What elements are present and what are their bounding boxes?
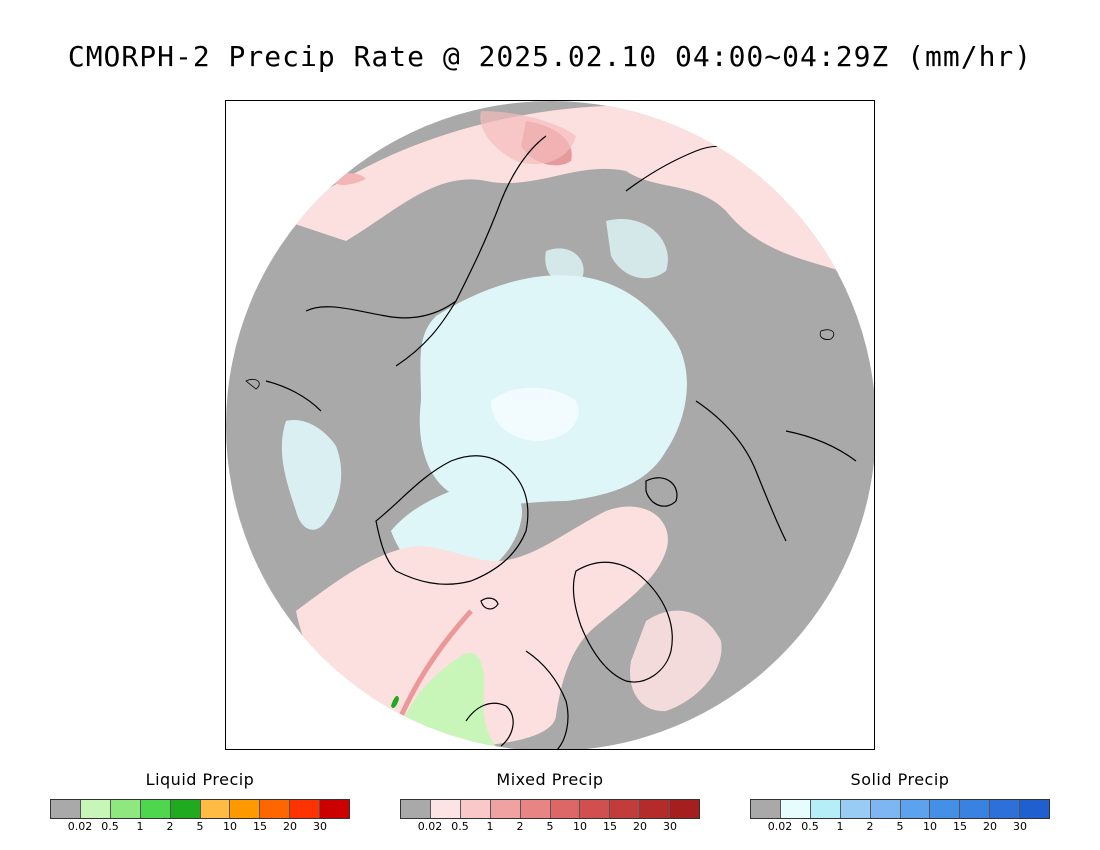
legend-swatch bbox=[580, 800, 611, 818]
legend-tick-label: 0.02 bbox=[417, 820, 443, 833]
atlantic-mixed-precip bbox=[296, 506, 668, 747]
arctic-snow-field bbox=[419, 275, 687, 505]
legend-swatch bbox=[610, 800, 641, 818]
legend-tick-label: 15 bbox=[253, 820, 267, 833]
legend-mixed-colorbar bbox=[400, 799, 700, 819]
legend-liquid: Liquid Precip 0.02 0.5 1 2 5 10 15 20 30 bbox=[50, 770, 350, 834]
legend-solid-colorbar bbox=[750, 799, 1050, 819]
legend-tick-label: 10 bbox=[573, 820, 587, 833]
legend-swatch bbox=[930, 800, 961, 818]
legend-swatch bbox=[230, 800, 261, 818]
legend-swatch bbox=[490, 800, 521, 818]
legend-swatch bbox=[900, 800, 931, 818]
legend-mixed-ticks: 0.02 0.5 1 2 5 10 15 20 30 bbox=[400, 820, 700, 834]
legend-swatch bbox=[520, 800, 551, 818]
legend-tick-label: 1 bbox=[836, 820, 844, 833]
legend-tick-label: 5 bbox=[546, 820, 554, 833]
legend-tick-label: 0.02 bbox=[767, 820, 793, 833]
legend-tick-label: 30 bbox=[313, 820, 327, 833]
legend-tick-label: 0.5 bbox=[801, 820, 819, 833]
legend-swatch bbox=[670, 800, 700, 818]
legend-swatch bbox=[810, 800, 841, 818]
legend-swatch bbox=[960, 800, 991, 818]
legend-swatch bbox=[260, 800, 291, 818]
legend-swatch bbox=[870, 800, 901, 818]
polar-precip-map bbox=[226, 101, 874, 749]
legend-tick-label: 10 bbox=[923, 820, 937, 833]
legend-swatch bbox=[430, 800, 461, 818]
legend-mixed-title: Mixed Precip bbox=[496, 770, 604, 789]
legend-tick-label: 1 bbox=[136, 820, 144, 833]
legend-swatch bbox=[640, 800, 671, 818]
legend-tick-label: 15 bbox=[603, 820, 617, 833]
legend-tick-label: 15 bbox=[953, 820, 967, 833]
legend-tick-label: 2 bbox=[166, 820, 174, 833]
legend-liquid-ticks: 0.02 0.5 1 2 5 10 15 20 30 bbox=[50, 820, 350, 834]
legend-mixed: Mixed Precip 0.02 0.5 1 2 5 10 15 20 30 bbox=[400, 770, 700, 834]
legend-swatch bbox=[80, 800, 111, 818]
legend-swatch bbox=[320, 800, 350, 818]
legend-tick-label: 30 bbox=[1013, 820, 1027, 833]
legend-liquid-colorbar bbox=[50, 799, 350, 819]
legend-swatch bbox=[1020, 800, 1050, 818]
legend-tick-label: 0.5 bbox=[101, 820, 119, 833]
lake-outlines bbox=[245, 329, 835, 390]
legend-swatch bbox=[840, 800, 871, 818]
siberia-snow-patches bbox=[545, 219, 668, 285]
legend-tick-label: 20 bbox=[283, 820, 297, 833]
legend-tick-label: 2 bbox=[516, 820, 524, 833]
legend-solid-ticks: 0.02 0.5 1 2 5 10 15 20 30 bbox=[750, 820, 1050, 834]
atlantic-liquid-heavy bbox=[391, 695, 399, 709]
legend-tick-label: 10 bbox=[223, 820, 237, 833]
legend-liquid-title: Liquid Precip bbox=[145, 770, 255, 789]
legend-swatch bbox=[110, 800, 141, 818]
legend-swatch bbox=[140, 800, 171, 818]
map-title: CMORPH-2 Precip Rate @ 2025.02.10 04:00~… bbox=[67, 40, 1033, 73]
legend-swatch bbox=[780, 800, 811, 818]
bering-moderate-mixed bbox=[480, 111, 576, 165]
legend-solid-title: Solid Precip bbox=[850, 770, 950, 789]
legend-swatch bbox=[170, 800, 201, 818]
legend-tick-label: 20 bbox=[983, 820, 997, 833]
legend-tick-label: 2 bbox=[866, 820, 874, 833]
legend-swatch bbox=[990, 800, 1021, 818]
arctic-snow-light bbox=[491, 387, 579, 441]
pacific-mixed-precip bbox=[286, 105, 866, 282]
legend-swatch bbox=[51, 800, 81, 818]
legend-tick-label: 1 bbox=[486, 820, 494, 833]
legend-tick-label: 0.5 bbox=[451, 820, 469, 833]
legend-tick-label: 20 bbox=[633, 820, 647, 833]
legend-tick-label: 5 bbox=[896, 820, 904, 833]
legend-solid: Solid Precip 0.02 0.5 1 2 5 10 15 20 30 bbox=[750, 770, 1050, 834]
legend-swatch bbox=[460, 800, 491, 818]
legend-swatch bbox=[550, 800, 581, 818]
polar-map-frame bbox=[225, 100, 875, 750]
legend-swatch bbox=[290, 800, 321, 818]
scandinavia-mixed bbox=[630, 610, 722, 712]
canada-snow bbox=[281, 420, 342, 530]
legend-swatch bbox=[751, 800, 781, 818]
legend-tick-label: 30 bbox=[663, 820, 677, 833]
legend-tick-label: 5 bbox=[196, 820, 204, 833]
legend-tick-label: 0.02 bbox=[67, 820, 93, 833]
legend-swatch bbox=[401, 800, 431, 818]
legend-swatch bbox=[200, 800, 231, 818]
